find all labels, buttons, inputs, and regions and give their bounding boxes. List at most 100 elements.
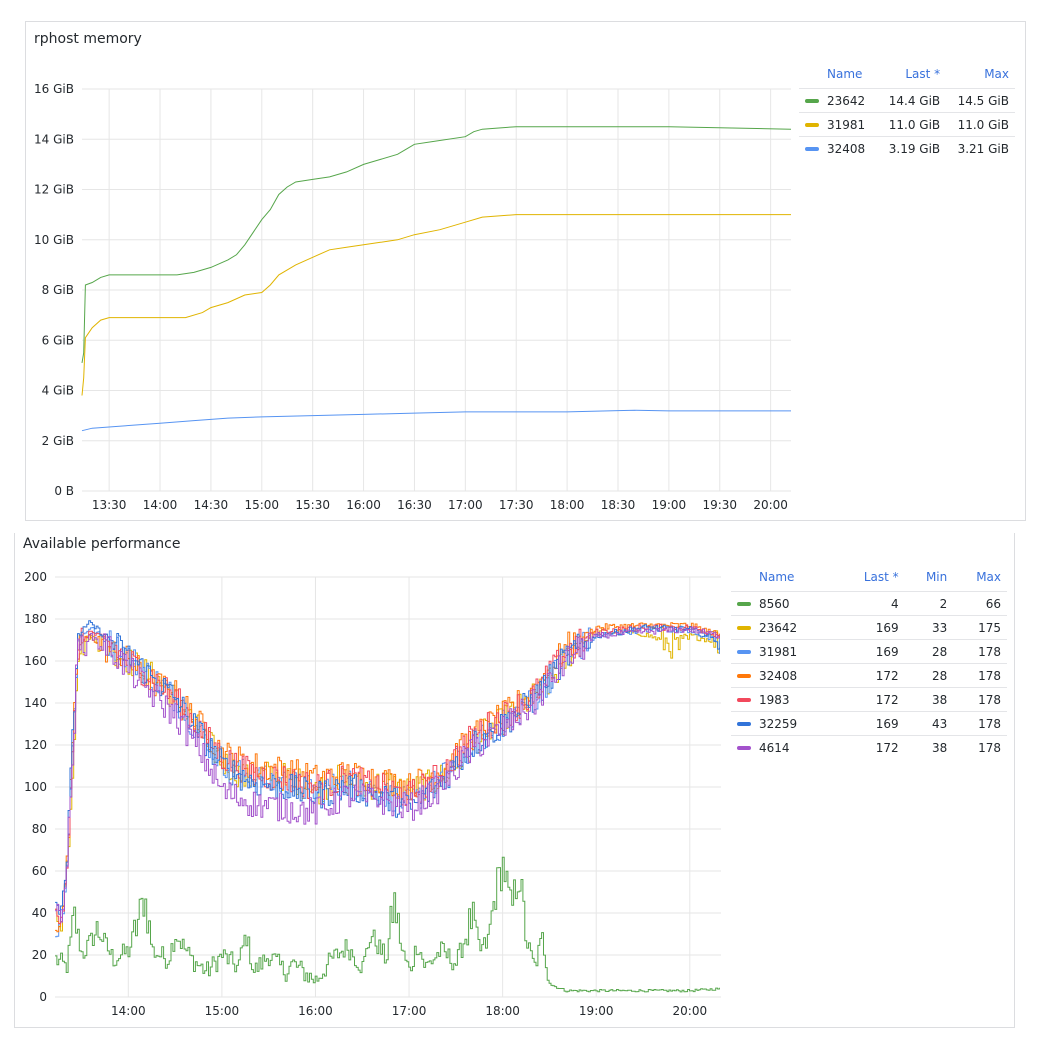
legend-series-name: 8560 — [759, 596, 790, 611]
legend-max-value: 178 — [953, 639, 1007, 664]
panel-title: rphost memory — [34, 31, 142, 47]
x-tick-label: 18:30 — [601, 498, 636, 512]
legend-row[interactable]: 32408 3.19 GiB 3.21 GiB — [799, 136, 1015, 160]
legend-last-value: 169 — [836, 615, 905, 640]
memory-chart[interactable]: 0 B 2 GiB 4 GiB 6 GiB 8 GiB 10 GiB 12 GiB 14 Gi… — [26, 22, 1027, 522]
performance-chart[interactable]: 0 20 40 60 80 100 120 140 160 180 200 14:00 15:00 16:… — [15, 533, 1016, 1028]
legend-max-value: 178 — [953, 663, 1007, 688]
legend-header-max[interactable]: Max — [976, 570, 1001, 584]
legend-max-value: 11.0 GiB — [946, 112, 1015, 137]
y-tick-label: 100 — [24, 780, 47, 794]
x-tick-label: 15:30 — [295, 498, 330, 512]
x-tick-label: 20:00 — [753, 498, 788, 512]
legend-max-value: 178 — [953, 687, 1007, 712]
x-tick-label: 19:30 — [702, 498, 737, 512]
series-swatch — [737, 746, 751, 750]
legend-last-value: 169 — [836, 639, 905, 664]
x-tick-label: 15:00 — [205, 1004, 240, 1018]
series-line-1983[interactable] — [55, 623, 720, 924]
legend-series-name: 32259 — [759, 716, 798, 731]
legend-min-value: 2 — [904, 591, 954, 616]
legend-max-value: 14.5 GiB — [946, 88, 1015, 113]
legend-last-value: 4 — [836, 591, 905, 616]
series-line-32408[interactable] — [55, 622, 720, 933]
x-tick-label: 15:00 — [244, 498, 279, 512]
series-line-31981[interactable] — [81, 214, 791, 396]
legend-last-value: 172 — [836, 735, 905, 759]
y-tick-label: 40 — [32, 906, 47, 920]
x-tick-label: 14:30 — [194, 498, 229, 512]
memory-panel: rphost memory 0 B 2 GiB 4 GiB 6 GiB 8 GiB 10 … — [25, 21, 1026, 521]
legend-row[interactable]: 31981 11.0 GiB 11.0 GiB — [799, 112, 1015, 137]
panel-title: Available performance — [23, 536, 181, 552]
legend-last-value: 169 — [836, 711, 905, 736]
x-tick-label: 20:00 — [673, 1004, 708, 1018]
y-tick-label: 0 B — [54, 484, 74, 498]
y-tick-label: 80 — [32, 822, 47, 836]
legend-max-value: 175 — [953, 615, 1007, 640]
y-tick-label: 4 GiB — [42, 384, 74, 398]
legend-series-name: 31981 — [827, 117, 866, 132]
x-tick-label: 18:00 — [550, 498, 585, 512]
legend-header-last[interactable]: Last * — [863, 570, 899, 584]
x-tick-label: 17:00 — [448, 498, 483, 512]
legend-row[interactable]: 32259 169 43 178 — [731, 711, 1007, 736]
x-tick-label: 16:00 — [346, 498, 381, 512]
y-tick-label: 160 — [24, 654, 47, 668]
legend-header-name[interactable]: Name — [827, 67, 863, 81]
y-tick-label: 2 GiB — [42, 434, 74, 448]
legend-row[interactable]: 1983 172 38 178 — [731, 687, 1007, 712]
legend-last-value: 172 — [836, 687, 905, 712]
series-swatch — [737, 674, 751, 678]
series-swatch — [805, 147, 819, 151]
legend-series-name: 32408 — [827, 141, 866, 156]
y-tick-label: 6 GiB — [42, 333, 74, 347]
y-tick-label: 0 — [39, 990, 47, 1004]
legend-header-max[interactable]: Max — [984, 67, 1009, 81]
legend-row[interactable]: 8560 4 2 66 — [731, 591, 1007, 616]
series-line-32408[interactable] — [81, 409, 791, 432]
x-tick-label: 16:30 — [397, 498, 432, 512]
legend-min-value: 38 — [904, 735, 954, 759]
y-tick-label: 140 — [24, 696, 47, 710]
legend-series-name: 32408 — [759, 668, 798, 683]
series-line-8560[interactable] — [55, 856, 720, 993]
y-tick-label: 10 GiB — [34, 233, 74, 247]
legend-row[interactable]: 23642 169 33 175 — [731, 615, 1007, 640]
legend-header-last[interactable]: Last * — [905, 67, 941, 81]
series-swatch — [737, 698, 751, 702]
legend-series-name: 31981 — [759, 644, 798, 659]
legend-last-value: 172 — [836, 663, 905, 688]
legend-header-min[interactable]: Min — [925, 570, 948, 584]
series-line-32259[interactable] — [55, 620, 720, 915]
series-swatch — [737, 626, 751, 630]
legend-last-value: 3.19 GiB — [877, 136, 947, 160]
legend-max-value: 178 — [953, 711, 1007, 736]
legend-series-name: 23642 — [827, 93, 866, 108]
legend-min-value: 33 — [904, 615, 954, 640]
series-line-23642[interactable] — [81, 126, 792, 363]
x-tick-label: 17:30 — [499, 498, 534, 512]
x-tick-label: 16:00 — [298, 1004, 333, 1018]
legend-row[interactable]: 31981 169 28 178 — [731, 639, 1007, 664]
series-swatch — [737, 722, 751, 726]
x-tick-label: 14:00 — [111, 1004, 146, 1018]
legend-max-value: 66 — [953, 591, 1007, 616]
x-tick-label: 14:00 — [143, 498, 178, 512]
y-tick-label: 12 GiB — [34, 183, 74, 197]
legend-row[interactable]: 23642 14.4 GiB 14.5 GiB — [799, 88, 1015, 113]
x-tick-label: 13:30 — [92, 498, 127, 512]
legend-header-name[interactable]: Name — [759, 570, 795, 584]
y-tick-label: 14 GiB — [34, 132, 74, 146]
series-line-4614[interactable] — [55, 626, 720, 923]
legend-min-value: 38 — [904, 687, 954, 712]
legend-series-name: 1983 — [759, 692, 790, 707]
x-tick-label: 18:00 — [485, 1004, 520, 1018]
legend-row[interactable]: 32408 172 28 178 — [731, 663, 1007, 688]
legend-series-name: 4614 — [759, 740, 790, 755]
y-tick-label: 8 GiB — [42, 283, 74, 297]
legend-row[interactable]: 4614 172 38 178 — [731, 735, 1007, 759]
x-tick-label: 19:00 — [652, 498, 687, 512]
series-swatch — [805, 123, 819, 127]
y-tick-label: 16 GiB — [34, 82, 74, 96]
